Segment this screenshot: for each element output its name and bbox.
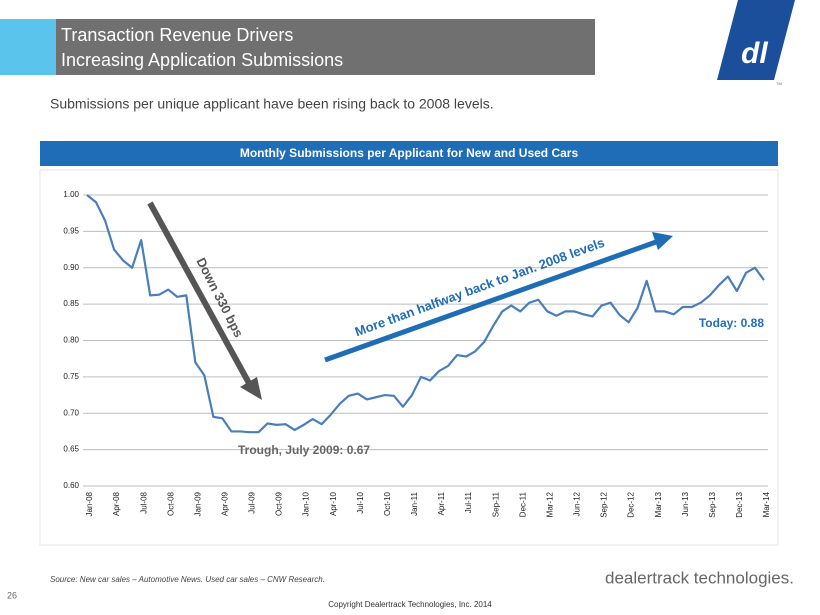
header-title: Increasing Application Submissions — [61, 50, 343, 70]
chart-title: Monthly Submissions per Applicant for Ne… — [240, 146, 579, 160]
logo-glyph: dl — [741, 37, 768, 70]
x-tick-label: Jul-10 — [356, 491, 365, 513]
recovery-annotation: More than halfway back to Jan. 2008 leve… — [353, 235, 607, 340]
y-tick-label: 0.80 — [63, 336, 79, 345]
x-tick-label: Oct-08 — [166, 491, 175, 516]
x-tick-label: Sep-12 — [600, 491, 609, 517]
x-tick-label: Dec-12 — [627, 491, 636, 517]
header-title: Transaction Revenue Drivers — [61, 25, 293, 45]
trough-annotation: Trough, July 2009: 0.67 — [238, 443, 370, 457]
logo-tm: TM — [776, 81, 782, 86]
chart-banner — [40, 141, 778, 166]
today-annotation: Today: 0.88 — [699, 316, 764, 330]
x-tick-label: Mar-14 — [762, 491, 771, 517]
x-tick-label: Jan-11 — [410, 491, 419, 515]
x-tick-label: Sep-11 — [491, 491, 500, 517]
y-tick-label: 0.70 — [63, 408, 79, 417]
x-tick-label: Dec-11 — [518, 491, 527, 517]
x-tick-label: Jul-09 — [248, 491, 257, 513]
subtitle: Submissions per unique applicant have be… — [50, 96, 494, 112]
header-accent — [0, 19, 56, 75]
x-tick-label: Oct-10 — [383, 491, 392, 516]
x-tick-label: Sep-13 — [708, 491, 717, 517]
y-tick-label: 0.95 — [63, 226, 79, 235]
x-tick-label: Apr-11 — [437, 491, 446, 515]
x-tick-label: Apr-09 — [221, 491, 230, 516]
y-tick-label: 0.90 — [63, 263, 79, 272]
decline-arrow-head — [240, 377, 262, 400]
x-tick-label: Jun-12 — [573, 491, 582, 516]
y-tick-label: 0.65 — [63, 445, 79, 454]
series-line — [86, 194, 765, 434]
x-tick-label: Oct-09 — [275, 491, 284, 516]
recovery-arrow — [324, 239, 657, 363]
x-tick-label: Jan-10 — [302, 491, 311, 516]
x-tick-label: Jul-11 — [464, 491, 473, 513]
y-tick-label: 1.00 — [63, 190, 79, 199]
recovery-arrow-head — [652, 232, 673, 250]
x-tick-label: Apr-10 — [329, 491, 338, 516]
plot-frame — [39, 169, 779, 546]
brand: dealertrack technologies. — [605, 568, 794, 587]
x-tick-label: Jan-09 — [193, 491, 202, 516]
y-tick-label: 0.60 — [63, 481, 79, 490]
decline-arrow — [147, 201, 253, 387]
copyright: Copyright Dealertrack Technologies, Inc.… — [328, 600, 492, 609]
logo-mark — [717, 0, 795, 80]
x-tick-label: Apr-08 — [112, 491, 121, 516]
x-tick-label: Jun-13 — [681, 491, 690, 516]
header-bar — [56, 19, 595, 75]
x-tick-label: Mar-13 — [654, 491, 663, 517]
x-tick-label: Dec-13 — [735, 491, 744, 517]
x-tick-label: Jul-08 — [139, 491, 148, 513]
x-tick-label: Jan-08 — [85, 491, 94, 516]
y-tick-label: 0.85 — [63, 299, 79, 308]
x-tick-label: Mar-12 — [545, 491, 554, 517]
source-note: Source: New car sales – Automotive News.… — [50, 575, 325, 584]
page-number: 26 — [7, 590, 17, 600]
y-tick-label: 0.75 — [63, 372, 79, 381]
